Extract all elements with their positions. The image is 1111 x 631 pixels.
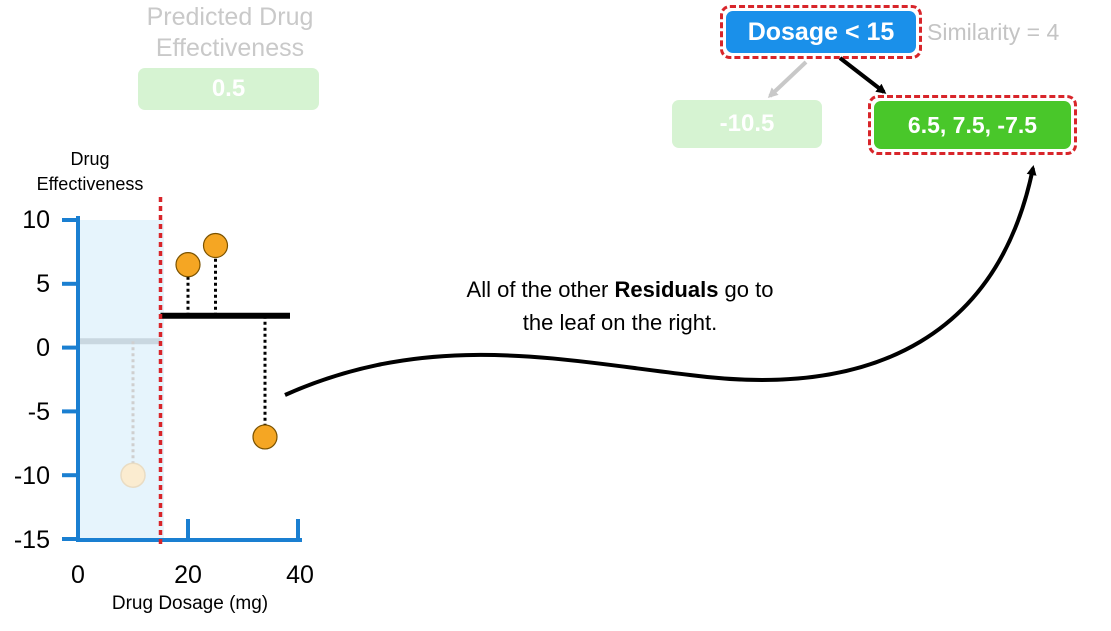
x-axis-ticks: [76, 519, 300, 540]
left-region: [80, 220, 164, 540]
similarity-score: Similarity = 4: [927, 19, 1060, 45]
curved-arrow: [284, 165, 1037, 397]
y-tick-label: 0: [36, 334, 50, 362]
right-leaf-node: 6.5, 7.5, -7.5: [874, 101, 1071, 149]
annotation-line1: All of the other Residuals go to: [400, 273, 840, 306]
faded-data-point: [120, 462, 146, 488]
y-tick-label: 5: [36, 270, 50, 298]
annotation-text: All of the other Residuals go to the lea…: [400, 273, 840, 339]
predicted-title-line1: Predicted Drug: [146, 3, 314, 31]
x-axis-title: Drug Dosage (mg): [111, 593, 269, 614]
x-tick-label: 0: [71, 561, 85, 589]
predicted-title-line2: Effectiveness: [155, 34, 305, 62]
y-tick-label: -5: [27, 398, 50, 426]
right-leaf-highlight: 6.5, 7.5, -7.5: [868, 95, 1077, 155]
y-tick-label: -10: [13, 462, 50, 490]
y-axis-ticks: [62, 218, 78, 541]
y-axis-title-line1: Drug: [70, 149, 110, 169]
left-leaf-node: -10.5: [672, 100, 822, 148]
edge-to-right-leaf: [838, 56, 887, 94]
data-point: [175, 252, 201, 278]
annotation-part2: go to: [718, 277, 774, 302]
edge-to-left-leaf: [767, 60, 808, 99]
annotation-line2: the leaf on the right.: [522, 310, 718, 335]
root-node-highlight: Dosage < 15: [720, 5, 922, 59]
root-node: Dosage < 15: [726, 11, 916, 53]
x-tick-label: 40: [286, 561, 314, 589]
predicted-value-box: 0.5: [138, 68, 319, 110]
y-axis-title-line2: Effectiveness: [36, 174, 144, 194]
annotation-part1: All of the other: [466, 277, 615, 302]
data-point: [252, 424, 278, 450]
annotation-bold-term: Residuals: [614, 277, 719, 302]
predicted-effectiveness-title: Predicted Drug Effectiveness: [100, 2, 360, 64]
data-points: [120, 232, 278, 488]
y-tick-label: -15: [13, 526, 50, 554]
data-point: [202, 232, 229, 259]
y-axis-title: Drug Effectiveness: [20, 147, 160, 197]
y-tick-label: 10: [22, 206, 50, 234]
x-tick-label: 20: [174, 561, 202, 589]
